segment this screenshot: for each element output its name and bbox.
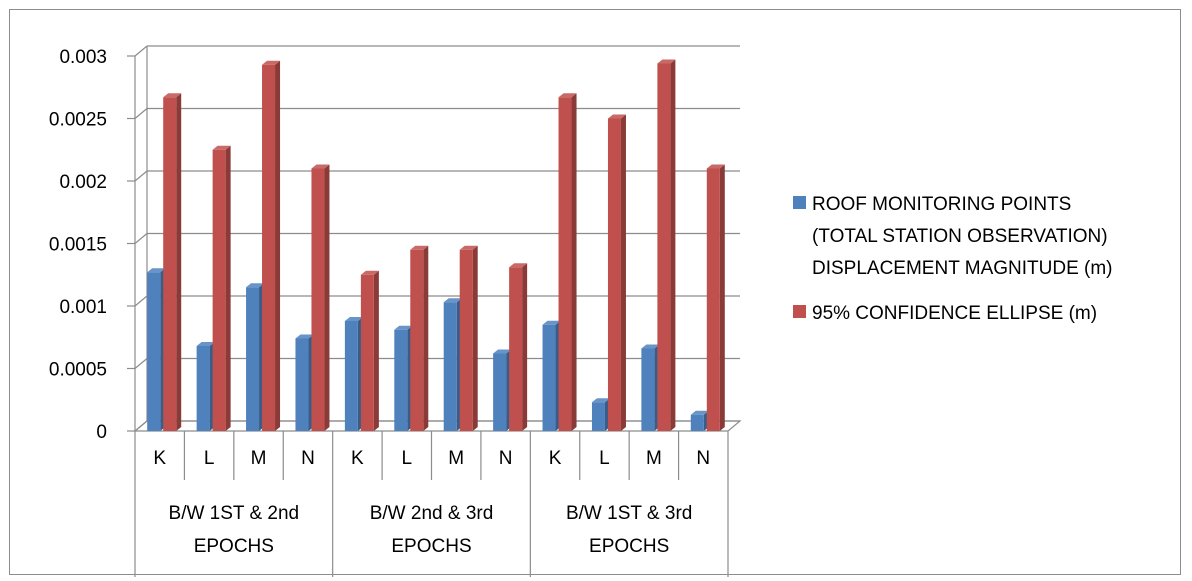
bar bbox=[690, 414, 704, 431]
y-tick-label: 0.001 bbox=[59, 297, 107, 318]
gridline-side bbox=[134, 45, 148, 57]
group-label: EPOCHS bbox=[589, 536, 669, 557]
bar-top bbox=[212, 145, 231, 150]
bar-top bbox=[690, 410, 709, 415]
bar bbox=[657, 63, 671, 431]
bar-top bbox=[493, 349, 512, 354]
y-tick-label: 0.0015 bbox=[49, 235, 107, 256]
bar-top bbox=[641, 344, 660, 349]
bar-top bbox=[360, 270, 379, 275]
legend-label: 95% CONFIDENCE ELLIPSE (m) bbox=[812, 303, 1097, 324]
bar-top bbox=[295, 334, 314, 339]
legend-swatch bbox=[793, 196, 806, 209]
bar-side bbox=[176, 93, 182, 431]
bar bbox=[163, 97, 177, 431]
bar bbox=[344, 321, 358, 431]
y-tick-label: 0.002 bbox=[59, 172, 107, 193]
x-tick-label: L bbox=[402, 448, 413, 469]
bar bbox=[410, 249, 424, 431]
legend-label: (TOTAL STATION OBSERVATION) bbox=[812, 226, 1108, 247]
bar bbox=[147, 272, 161, 431]
x-tick-label: N bbox=[301, 448, 315, 469]
bar bbox=[443, 302, 457, 431]
x-tick-label: L bbox=[599, 448, 610, 469]
gridline-side bbox=[134, 170, 148, 182]
bar-top bbox=[344, 317, 363, 321]
bar-top bbox=[657, 59, 676, 64]
bar-top bbox=[558, 93, 577, 98]
bar bbox=[246, 287, 260, 431]
bar-side bbox=[670, 59, 676, 431]
bar-top bbox=[542, 320, 561, 325]
group-label: B/W 1ST & 2nd bbox=[169, 503, 300, 524]
bar bbox=[360, 274, 374, 431]
bar-top bbox=[262, 60, 281, 65]
gridline-side bbox=[134, 108, 148, 119]
bar bbox=[459, 249, 473, 431]
bar-top bbox=[443, 298, 462, 303]
bar-top bbox=[509, 263, 528, 268]
chart-frame bbox=[9, 9, 1181, 575]
bar-side bbox=[373, 270, 379, 431]
bar bbox=[641, 348, 655, 431]
bar bbox=[212, 149, 226, 431]
x-tick-label: K bbox=[351, 448, 364, 469]
bar bbox=[295, 338, 309, 431]
bar-top bbox=[410, 245, 429, 250]
x-tick-label: M bbox=[251, 448, 267, 469]
group-label: B/W 2nd & 3rd bbox=[370, 503, 494, 524]
legend-label: DISPLACEMENT MAGNITUDE (m) bbox=[812, 258, 1113, 279]
group-label: EPOCHS bbox=[194, 536, 274, 557]
x-tick-label: N bbox=[696, 448, 710, 469]
bar-top bbox=[246, 283, 265, 288]
bar-side bbox=[225, 145, 231, 431]
gridline-side bbox=[134, 233, 148, 244]
bar-top bbox=[459, 245, 478, 250]
x-tick-label: M bbox=[448, 448, 464, 469]
gridline-side bbox=[134, 295, 148, 307]
bar bbox=[591, 402, 605, 431]
bar-side bbox=[472, 245, 478, 431]
bar-top bbox=[163, 93, 182, 98]
y-tick-label: 0 bbox=[96, 422, 107, 443]
group-label: EPOCHS bbox=[391, 536, 471, 557]
y-tick-label: 0.0025 bbox=[49, 110, 107, 131]
bar-side bbox=[324, 164, 330, 431]
bar bbox=[706, 168, 720, 431]
bar-top bbox=[196, 342, 215, 346]
legend-swatch bbox=[793, 305, 806, 318]
bar-top bbox=[147, 268, 166, 273]
legend-label: ROOF MONITORING POINTS bbox=[812, 194, 1071, 215]
x-tick-label: M bbox=[646, 448, 662, 469]
gridline-side bbox=[134, 358, 148, 369]
bar bbox=[542, 324, 556, 431]
bar-top bbox=[706, 164, 725, 169]
bar-top bbox=[394, 325, 413, 330]
group-label: B/W 1ST & 3rd bbox=[566, 503, 692, 524]
bar-top bbox=[607, 114, 626, 119]
bar-side bbox=[275, 60, 281, 431]
bar bbox=[262, 64, 276, 431]
bar-side bbox=[620, 114, 626, 431]
bar-side bbox=[522, 263, 528, 431]
bar bbox=[558, 97, 572, 431]
bar-side bbox=[571, 93, 577, 431]
bar bbox=[493, 353, 507, 431]
bar bbox=[509, 267, 523, 431]
x-tick-label: N bbox=[499, 448, 513, 469]
bar-top bbox=[591, 398, 610, 403]
bar bbox=[394, 329, 408, 431]
x-tick-label: K bbox=[153, 448, 166, 469]
x-tick-label: K bbox=[549, 448, 562, 469]
bar bbox=[311, 168, 325, 431]
bar-side bbox=[423, 245, 429, 431]
bar-side bbox=[719, 164, 725, 431]
y-tick-label: 0.0005 bbox=[49, 360, 107, 381]
x-tick-label: L bbox=[204, 448, 215, 469]
bar-top bbox=[311, 164, 330, 169]
bar bbox=[607, 118, 621, 431]
y-tick-label: 0.003 bbox=[59, 47, 107, 68]
bar bbox=[196, 346, 210, 431]
